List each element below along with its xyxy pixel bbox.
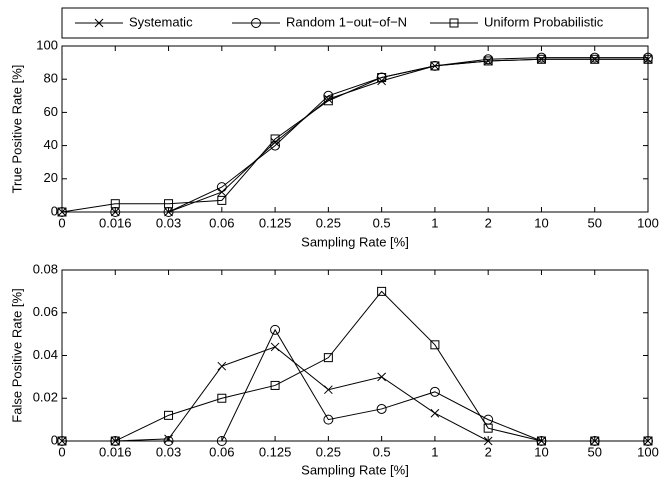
x-axis-label: Sampling Rate [%] [301,462,409,477]
x-tick-label: 10 [534,215,548,230]
x-tick-label: 0.06 [209,215,234,230]
x-tick-label: 2 [485,215,492,230]
y-tick-label: 0.04 [33,347,58,362]
y-tick-label: 0.08 [33,261,58,276]
y-tick-label: 20 [44,170,58,185]
marker [270,380,280,390]
marker [590,54,600,64]
y-tick-label: 0 [51,203,58,218]
x-tick-label: 0.016 [99,444,132,459]
x-tick-label: 0.03 [156,215,181,230]
marker [643,436,653,446]
marker [430,340,440,350]
marker [251,18,261,28]
marker [217,361,227,371]
marker [164,434,173,444]
plot-frame [61,269,649,442]
marker [217,195,227,205]
x-axis-label: Sampling Rate [%] [301,234,409,249]
legend-label: Random 1−out−of−N [286,14,407,29]
series-line [61,58,648,213]
y-tick-label: 40 [44,137,58,152]
marker [217,393,227,403]
marker [483,56,493,66]
x-tick-label: 10 [534,444,548,459]
y-axis-label: True Positive Rate [%] [9,65,24,194]
x-tick-label: 0.016 [99,215,132,230]
marker [323,96,333,106]
marker [270,134,280,144]
marker [590,436,600,446]
x-tick-label: 0 [58,215,65,230]
marker [483,423,493,433]
x-tick-label: 0.25 [316,444,341,459]
marker [57,207,67,217]
marker [270,324,281,335]
marker [536,54,546,64]
x-tick-label: 100 [637,215,659,230]
x-tick-label: 1 [431,215,438,230]
y-tick-label: 0.02 [33,390,58,405]
x-tick-label: 2 [485,444,492,459]
legend-box [61,7,649,39]
marker [323,414,334,425]
x-tick-label: 0.5 [373,215,391,230]
series-line [62,57,648,213]
x-tick-label: 50 [587,215,601,230]
y-tick-label: 80 [44,71,58,86]
marker [270,342,280,352]
marker [216,182,227,193]
series-line [62,346,648,442]
marker [110,436,120,446]
marker [94,18,104,28]
y-tick-label: 0.06 [33,304,58,319]
x-tick-label: 50 [587,444,601,459]
marker [324,385,333,395]
marker [643,54,653,64]
plot-frame [61,45,649,213]
y-tick-label: 0 [51,432,58,447]
series-line [62,290,648,442]
marker [376,403,387,414]
marker [377,286,387,296]
y-tick-label: 60 [44,104,58,119]
x-tick-label: 1 [431,444,438,459]
marker [430,408,440,418]
marker [323,353,333,363]
marker [57,436,67,446]
x-tick-label: 0.125 [259,444,292,459]
marker [377,73,387,83]
marker [483,436,493,446]
series-line [62,58,648,213]
y-tick-label: 100 [36,37,58,52]
legend-label: Uniform Probabilistic [484,14,604,29]
marker [163,436,174,446]
marker [377,372,386,382]
x-tick-label: 0 [58,444,65,459]
marker [536,436,546,446]
marker [164,410,174,420]
x-tick-label: 0.25 [316,215,341,230]
x-tick-label: 0.125 [259,215,292,230]
x-tick-label: 0.06 [209,444,234,459]
x-tick-label: 0.03 [156,444,181,459]
marker [430,61,440,71]
marker [449,18,459,28]
x-tick-label: 100 [637,444,659,459]
marker [270,140,281,151]
marker [164,199,174,209]
x-tick-label: 0.5 [373,444,391,459]
marker [216,436,227,446]
legend-label: Systematic [129,14,193,29]
marker [110,199,120,209]
y-axis-label: False Positive Rate [%] [9,288,24,422]
marker [429,386,440,397]
marker [270,137,280,147]
